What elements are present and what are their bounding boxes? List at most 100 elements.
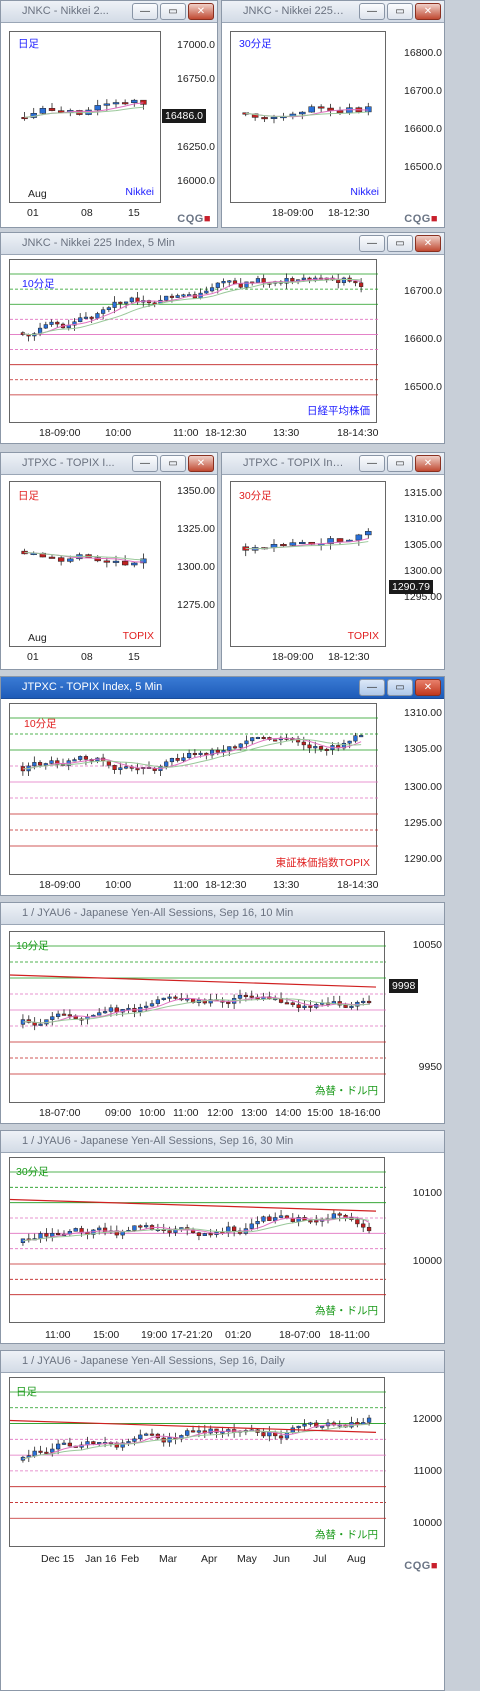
price-tick: 10100 bbox=[412, 1187, 442, 1199]
chart-plot-area[interactable]: 10分足 東証株価指数TOPIX bbox=[9, 703, 378, 875]
candle-body bbox=[56, 1013, 61, 1017]
candle-body bbox=[39, 552, 47, 558]
candle-body bbox=[37, 762, 43, 766]
chart-plot-area[interactable]: 日足 Nikkei Aug bbox=[9, 31, 161, 203]
title-bar[interactable]: JNKC - Nikkei 2... — ▭ ✕ bbox=[1, 1, 217, 23]
cqg-logo: CQG■ bbox=[177, 213, 211, 225]
chart-plot-area[interactable]: 30分足 為替・ドル円 bbox=[9, 1157, 386, 1323]
title-bar[interactable]: JNKC - Nikkei 225 Index, 5 Min — ▭ ✕ bbox=[1, 233, 444, 255]
chart-window-yen-10min[interactable]: 1 / JYAU6 - Japanese Yen-All Sessions, S… bbox=[0, 902, 445, 1124]
candle-body bbox=[226, 1001, 231, 1004]
minimize-button[interactable]: — bbox=[132, 3, 158, 20]
chart-window-yen-30min[interactable]: 1 / JYAU6 - Japanese Yen-All Sessions, S… bbox=[0, 1130, 445, 1344]
candle-body bbox=[299, 111, 306, 115]
title-bar[interactable]: JTPXC - TOPIX I... — ▭ ✕ bbox=[1, 453, 217, 475]
restore-button[interactable]: ▭ bbox=[387, 679, 413, 696]
title-bar[interactable]: JTPXC - TOPIX Index, 5 Min — ▭ ✕ bbox=[1, 677, 444, 699]
candle-body bbox=[102, 1227, 108, 1233]
chart-plot-area[interactable]: 日足 TOPIX Aug bbox=[9, 481, 161, 647]
candle-body bbox=[146, 300, 152, 304]
time-tick: 18-11:00 bbox=[329, 1329, 370, 1341]
candle-body bbox=[284, 278, 289, 284]
chart-plot-area[interactable]: 10分足 日経平均株価 bbox=[9, 259, 378, 423]
moving-average-line bbox=[22, 278, 362, 336]
minimize-button[interactable]: — bbox=[132, 455, 158, 472]
chart-app-icon bbox=[227, 6, 239, 18]
candle-body bbox=[355, 1219, 360, 1225]
timeframe-label: 日足 bbox=[18, 38, 39, 50]
candle-body bbox=[302, 1005, 307, 1009]
price-tick: 16700.0 bbox=[404, 285, 442, 297]
candle-body bbox=[361, 1000, 366, 1003]
time-tick: 11:00 bbox=[173, 879, 199, 891]
close-button[interactable]: ✕ bbox=[188, 455, 214, 472]
instrument-label: 為替・ドル円 bbox=[315, 1305, 378, 1317]
candle-body bbox=[112, 765, 117, 770]
price-tick: 16500.0 bbox=[404, 381, 442, 393]
title-bar[interactable]: JTPXC - TOPIX Ind... — ▭ ✕ bbox=[222, 453, 444, 475]
time-axis: 18-07:00 09:00 10:00 11:00 12:00 13:00 1… bbox=[1, 1105, 444, 1121]
candle-body bbox=[255, 736, 261, 739]
minimize-button[interactable]: — bbox=[359, 679, 385, 696]
price-axis: 12000 11000 10000 bbox=[385, 1377, 444, 1547]
candle-body bbox=[43, 324, 48, 329]
chart-plot-area[interactable]: 10分足 為替・ドル円 bbox=[9, 931, 386, 1103]
restore-button[interactable]: ▭ bbox=[160, 3, 186, 20]
title-bar[interactable]: 1 / JYAU6 - Japanese Yen-All Sessions, S… bbox=[1, 1131, 444, 1153]
chart-window-nikkei-5min[interactable]: JNKC - Nikkei 225 Index, 5 Min — ▭ ✕ 10分… bbox=[0, 232, 445, 444]
chart-window-nikkei-30min[interactable]: JNKC - Nikkei 225 ... — ▭ ✕ 30分足 Nikkei … bbox=[221, 0, 445, 228]
candle-body bbox=[175, 757, 180, 761]
candle-body bbox=[164, 761, 169, 767]
time-tick: 15:00 bbox=[307, 1107, 334, 1119]
candle-body bbox=[301, 277, 306, 280]
time-axis: 01 08 15 bbox=[1, 205, 217, 221]
close-button[interactable]: ✕ bbox=[415, 3, 441, 20]
candle-body bbox=[144, 1433, 149, 1436]
time-tick: 14:00 bbox=[275, 1107, 302, 1119]
candle-body bbox=[307, 744, 312, 749]
candle-body bbox=[249, 995, 254, 998]
moving-average-line bbox=[22, 1423, 370, 1460]
candle-body bbox=[132, 1225, 137, 1231]
candle-body bbox=[56, 1443, 61, 1450]
chart-window-topix-30min[interactable]: JTPXC - TOPIX Ind... — ▭ ✕ 30分足 TOPIX 13… bbox=[221, 452, 445, 670]
title-bar[interactable]: 1 / JYAU6 - Japanese Yen-All Sessions, S… bbox=[1, 1351, 444, 1373]
chart-plot-area[interactable]: 30分足 Nikkei bbox=[230, 31, 386, 203]
chart-window-yen-daily[interactable]: 1 / JYAU6 - Japanese Yen-All Sessions, S… bbox=[0, 1350, 445, 1691]
candle-body bbox=[48, 108, 56, 111]
price-axis: 17000.0 16750.0 16250.0 16000.0 bbox=[161, 31, 217, 203]
window-title: JNKC - Nikkei 2... bbox=[22, 5, 109, 17]
candle-body bbox=[83, 756, 89, 760]
close-button[interactable]: ✕ bbox=[415, 679, 441, 696]
price-tick: 16800.0 bbox=[404, 47, 442, 59]
chart-plot-area[interactable]: 日足 為替・ドル円 bbox=[9, 1377, 386, 1547]
restore-button[interactable]: ▭ bbox=[160, 455, 186, 472]
close-button[interactable]: ✕ bbox=[415, 455, 441, 472]
time-axis: 18-09:00 18-12:30 bbox=[222, 205, 444, 221]
candle-body bbox=[97, 1012, 102, 1016]
moving-average-line bbox=[245, 111, 369, 117]
restore-button[interactable]: ▭ bbox=[387, 455, 413, 472]
close-button[interactable]: ✕ bbox=[188, 3, 214, 20]
close-button[interactable]: ✕ bbox=[415, 235, 441, 252]
chart-window-topix-5min[interactable]: JTPXC - TOPIX Index, 5 Min — ▭ ✕ 10分足 東証… bbox=[0, 676, 445, 896]
candle-body bbox=[208, 1428, 213, 1434]
candle-body bbox=[108, 1007, 114, 1012]
price-axis: 16700.0 16600.0 16500.0 bbox=[377, 259, 444, 423]
candle-body bbox=[308, 1005, 313, 1008]
minimize-button[interactable]: — bbox=[359, 455, 385, 472]
restore-button[interactable]: ▭ bbox=[387, 3, 413, 20]
restore-button[interactable]: ▭ bbox=[387, 235, 413, 252]
candle-body bbox=[327, 107, 334, 111]
chart-window-topix-daily[interactable]: JTPXC - TOPIX I... — ▭ ✕ 日足 TOPIX Aug 13… bbox=[0, 452, 218, 670]
minimize-button[interactable]: — bbox=[359, 3, 385, 20]
chart-plot-area[interactable]: 30分足 TOPIX bbox=[230, 481, 386, 647]
minimize-button[interactable]: — bbox=[359, 235, 385, 252]
title-bar[interactable]: 1 / JYAU6 - Japanese Yen-All Sessions, S… bbox=[1, 903, 444, 925]
candle-body bbox=[302, 1423, 307, 1427]
time-tick: Jun bbox=[273, 1553, 290, 1565]
moving-average-line bbox=[22, 737, 362, 770]
chart-window-nikkei-daily[interactable]: JNKC - Nikkei 2... — ▭ ✕ 日足 Nikkei Aug 1… bbox=[0, 0, 218, 228]
title-bar[interactable]: JNKC - Nikkei 225 ... — ▭ ✕ bbox=[222, 1, 444, 23]
candle-body bbox=[313, 746, 318, 749]
